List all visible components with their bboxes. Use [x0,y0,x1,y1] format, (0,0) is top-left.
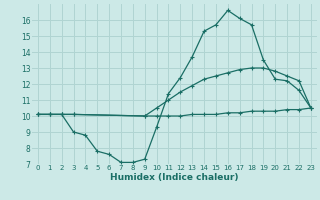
X-axis label: Humidex (Indice chaleur): Humidex (Indice chaleur) [110,173,239,182]
